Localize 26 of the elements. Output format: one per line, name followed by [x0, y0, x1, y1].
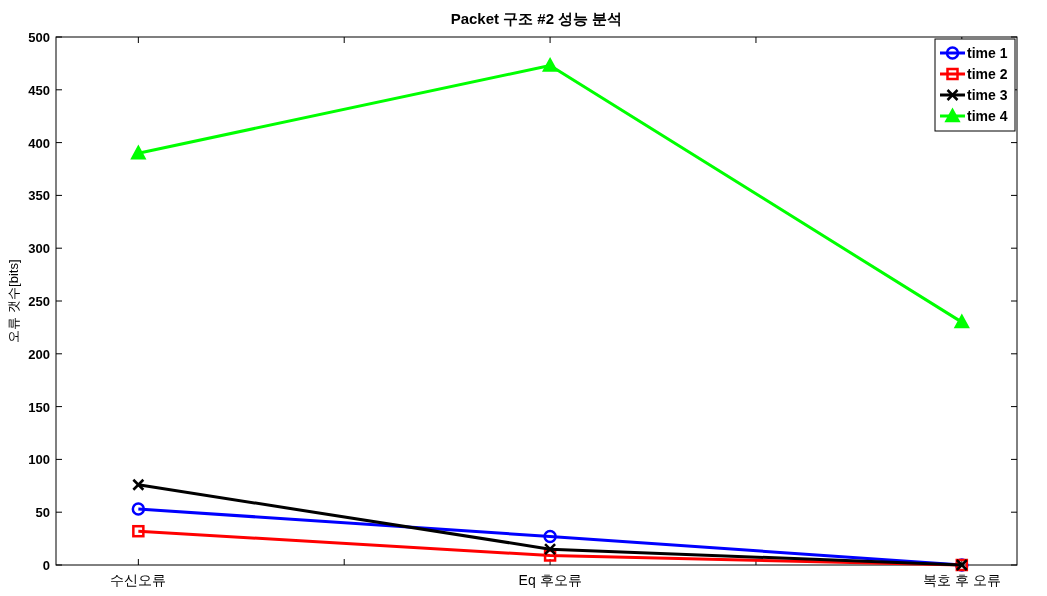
y-tick-label: 100	[28, 452, 50, 468]
y-tick-label: 150	[28, 399, 50, 415]
y-tick-label: 400	[28, 135, 50, 151]
y-tick-label: 450	[28, 82, 50, 98]
x-tick-label: 복호 후 오류	[922, 572, 1001, 588]
y-tick-label: 250	[28, 294, 50, 309]
y-axis-title: 오류 갯수[bits]	[6, 259, 21, 343]
point	[954, 314, 970, 329]
point	[542, 58, 558, 72]
point	[543, 529, 557, 544]
y-tick-label: 350	[28, 188, 50, 204]
y-tick-label: 500	[28, 30, 50, 45]
legend-label: time 4	[967, 108, 1008, 124]
point	[132, 524, 145, 538]
point	[131, 502, 146, 516]
x-tick-label: Eq 후오류	[518, 572, 582, 588]
y-tick-label: 300	[28, 241, 50, 257]
legend-label: time 1	[967, 45, 1008, 61]
y-tick-label: 200	[28, 346, 50, 362]
point	[131, 145, 146, 160]
y-tick-label: 50	[35, 505, 50, 521]
x-tick-label: 수신오류	[110, 572, 167, 588]
chart-title: Packet 구조 #2 성능 분석	[450, 10, 623, 27]
legend-label: time 2	[967, 66, 1008, 82]
y-tick-label: 0	[42, 558, 50, 573]
legend-label: time 3	[967, 87, 1008, 103]
